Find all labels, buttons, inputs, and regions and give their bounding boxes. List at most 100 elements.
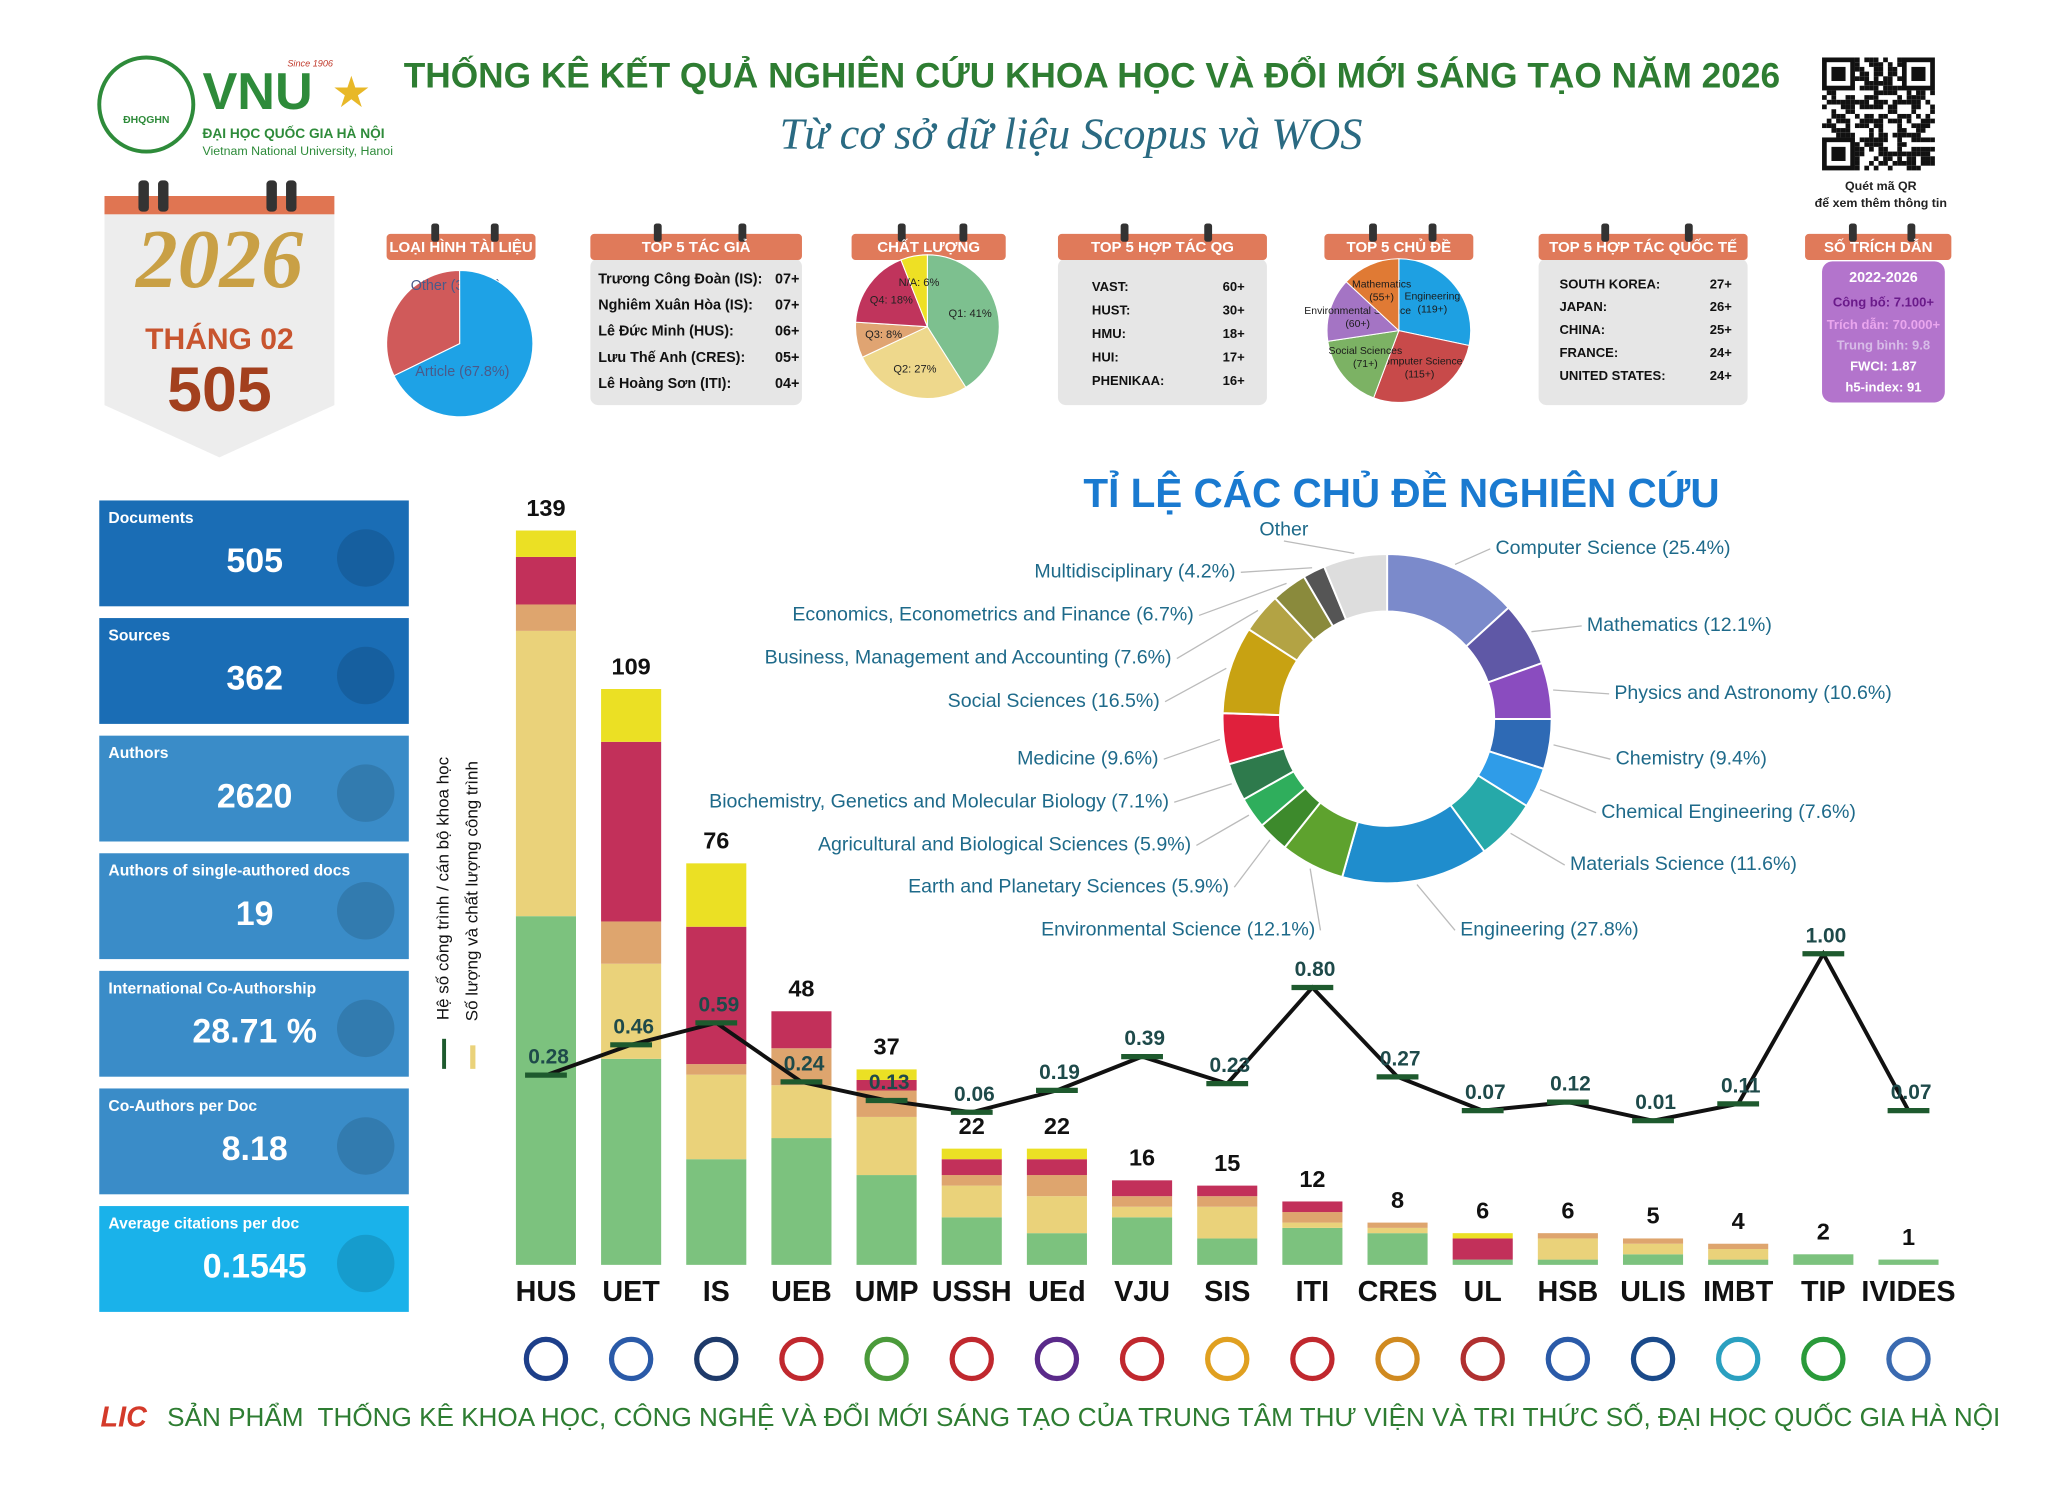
bar-segment — [1026, 1233, 1087, 1265]
logo-ring — [97, 55, 196, 154]
qr-cell — [1887, 66, 1893, 72]
qr-cell — [1887, 90, 1893, 96]
qr-cell — [1864, 142, 1870, 147]
qr-cell — [1859, 123, 1865, 129]
bar-segment — [1197, 1206, 1258, 1239]
bar-total-label: 2 — [1817, 1219, 1830, 1245]
table-count: 25+ — [1710, 322, 1733, 337]
slice-label: Engineering — [1405, 292, 1461, 303]
qr-cell — [1878, 151, 1884, 157]
bar-segment — [1708, 1259, 1769, 1265]
institution-logo — [1034, 1336, 1080, 1382]
bar-total-label: 139 — [526, 495, 565, 521]
table-name: Lê Hoàng Sơn (ITI): — [598, 376, 731, 392]
bar-segment — [1112, 1206, 1173, 1218]
x-tick-label: UMP — [855, 1276, 919, 1308]
qr-cell — [1883, 113, 1888, 119]
institution-logo — [1205, 1336, 1250, 1382]
bar-segment — [686, 1159, 747, 1265]
card-value: 0.1545 — [203, 1248, 307, 1286]
line-value-label: 0.07 — [1891, 1081, 1932, 1104]
qr-cell — [1897, 76, 1902, 82]
slice-label: Computer Science (25.4%) — [1496, 537, 1731, 559]
qr-cell — [1850, 95, 1855, 100]
qr-cell — [1883, 76, 1888, 82]
bar-segment — [941, 1148, 1002, 1160]
qr-cell — [1911, 160, 1917, 166]
qr-cell — [1897, 142, 1902, 147]
bar-total-label: 1 — [1902, 1224, 1915, 1250]
card-icon — [336, 764, 395, 822]
qr-cell — [1869, 128, 1874, 133]
qr-cell — [1916, 104, 1921, 110]
institution-logo — [608, 1336, 654, 1382]
panel-header — [1538, 233, 1748, 261]
calendar-ring — [286, 180, 297, 212]
panel-ring — [431, 223, 440, 242]
bar-segment — [941, 1185, 1002, 1218]
qr-cell — [1864, 165, 1870, 171]
qr-cell — [1901, 142, 1907, 147]
qr-cell — [1864, 104, 1870, 110]
qr-cell — [1854, 156, 1860, 161]
slice-label: Medicine (9.6%) — [1017, 747, 1158, 769]
qr-cell — [1925, 118, 1931, 124]
x-tick-label: HUS — [516, 1276, 577, 1308]
qr-cell — [1897, 62, 1902, 67]
institution-logo — [523, 1336, 569, 1382]
bar-segment — [1197, 1185, 1258, 1197]
table-count: 05+ — [775, 350, 799, 366]
qr-cell — [1892, 85, 1898, 91]
card-value: 19 — [236, 895, 274, 933]
qr-cell — [1854, 123, 1860, 129]
qr-cell — [1864, 118, 1870, 124]
bar-total-label: 12 — [1299, 1166, 1325, 1192]
panel-title: TOP 5 HỢP TÁC QG — [1091, 239, 1234, 256]
slice-label: N/A: 6% — [899, 277, 940, 289]
qr-cell — [1892, 118, 1898, 124]
qr-cell — [1845, 95, 1851, 100]
card-icon — [336, 646, 395, 705]
qr-cell — [1854, 142, 1860, 147]
qr-cell — [1873, 76, 1879, 82]
leader-line — [1539, 788, 1597, 814]
citations-line: Trích dẫn: 70.000+ — [1827, 317, 1941, 332]
qr-cell — [1845, 104, 1851, 110]
qr-cell — [1836, 99, 1841, 105]
bar-total-label: 16 — [1129, 1145, 1155, 1171]
qr-cell — [1854, 113, 1860, 119]
bar-segment — [1367, 1222, 1428, 1228]
bar-segment — [1708, 1243, 1769, 1250]
qr-cell — [1930, 160, 1935, 166]
qr-cell — [1911, 132, 1917, 138]
panel-ring — [1369, 223, 1377, 242]
qr-cell — [1869, 62, 1874, 67]
line-value-label: 0.11 — [1721, 1074, 1761, 1097]
qr-cell — [1869, 137, 1874, 143]
logo-name-vi: ĐẠI HỌC QUỐC GIA HÀ NỘI — [202, 124, 384, 141]
qr-cell — [1826, 118, 1832, 124]
qr-cell — [1906, 95, 1912, 100]
pie-slice — [1327, 329, 1400, 399]
institution-logo — [1290, 1336, 1335, 1382]
qr-cell — [1864, 85, 1870, 91]
leader-line — [1283, 540, 1355, 554]
qr-cell — [1925, 156, 1931, 161]
qr-cell — [1930, 104, 1935, 110]
qr-cell — [1892, 71, 1898, 77]
qr-caption: Quét mã QR — [1845, 179, 1917, 193]
qr-cell — [1878, 160, 1884, 166]
leader-line — [1163, 738, 1221, 760]
leader-line — [1174, 783, 1232, 803]
qr-cell — [1887, 118, 1893, 124]
table-count: 04+ — [775, 376, 799, 392]
qr-cell — [1859, 146, 1865, 152]
qr-cell — [1920, 123, 1926, 129]
table-count: 16+ — [1223, 373, 1246, 388]
qr-cell — [1906, 90, 1912, 96]
calendar-ring — [266, 180, 277, 212]
panel-title: TOP 5 TÁC GIẢ — [642, 239, 751, 256]
line-value-label: 0.13 — [869, 1071, 910, 1094]
bar-total-label: 6 — [1561, 1197, 1574, 1223]
qr-cell — [1878, 123, 1884, 129]
